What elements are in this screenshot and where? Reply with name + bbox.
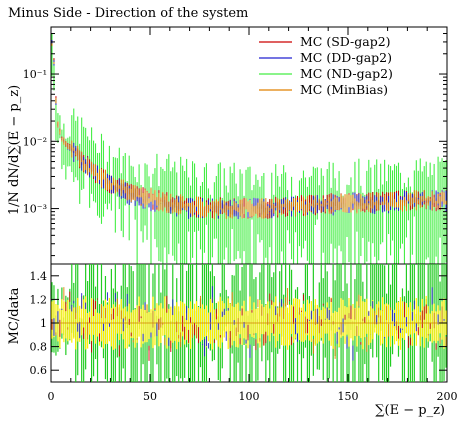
x-tick-label: 0 xyxy=(48,390,55,403)
ratio-plot-y-ticks: 0.6 0.8 1 1.2 1.4 xyxy=(30,270,447,377)
y-tick-label: 0.6 xyxy=(30,364,48,377)
main-plot-series xyxy=(51,39,447,220)
x-tick-label: 50 xyxy=(143,390,157,403)
ratio-plot: 0.6 0.8 1 1.2 1.4 0 50 100 150 200 MC/data ∑(E −… xyxy=(7,27,458,418)
main-plot: 10⁻¹10⁻²10⁻³ MC (SD-gap2)MC (DD-gap2)MC … xyxy=(7,26,448,265)
y-tick-label: 1.2 xyxy=(30,293,48,306)
legend-label: MC (MinBias) xyxy=(300,82,388,97)
x-tick-label: 100 xyxy=(239,390,260,403)
x-axis-ticks: 0 50 100 150 200 xyxy=(48,27,458,403)
legend-label: MC (DD-gap2) xyxy=(300,50,392,65)
y-tick-label: 1.4 xyxy=(30,270,48,283)
x-axis-label: ∑(E − p_z) xyxy=(375,403,445,418)
y-tick-label: 10⁻² xyxy=(23,135,47,148)
y-tick-label: 1 xyxy=(40,317,47,330)
y-tick-label: 10⁻¹ xyxy=(23,68,47,81)
ratio-plot-y-axis-label: MC/data xyxy=(7,287,22,344)
x-tick-label: 150 xyxy=(338,390,359,403)
x-tick-label: 200 xyxy=(437,390,458,403)
y-tick-label: 10⁻³ xyxy=(23,203,47,216)
chart-title: Minus Side - Direction of the system xyxy=(8,6,248,21)
main-plot-y-ticks: 10⁻¹ 10⁻² 10⁻³ xyxy=(23,26,447,257)
ratio-plot-bands xyxy=(51,264,447,382)
y-tick-label: 0.8 xyxy=(30,341,48,354)
legend-label: MC (SD-gap2) xyxy=(300,34,391,49)
main-plot-y-axis-label: 1/N dN/d∑(E − p_z) xyxy=(7,85,22,215)
legend: MC (SD-gap2)MC (DD-gap2)MC (ND-gap2)MC (… xyxy=(259,34,393,97)
legend-label: MC (ND-gap2) xyxy=(300,66,393,81)
